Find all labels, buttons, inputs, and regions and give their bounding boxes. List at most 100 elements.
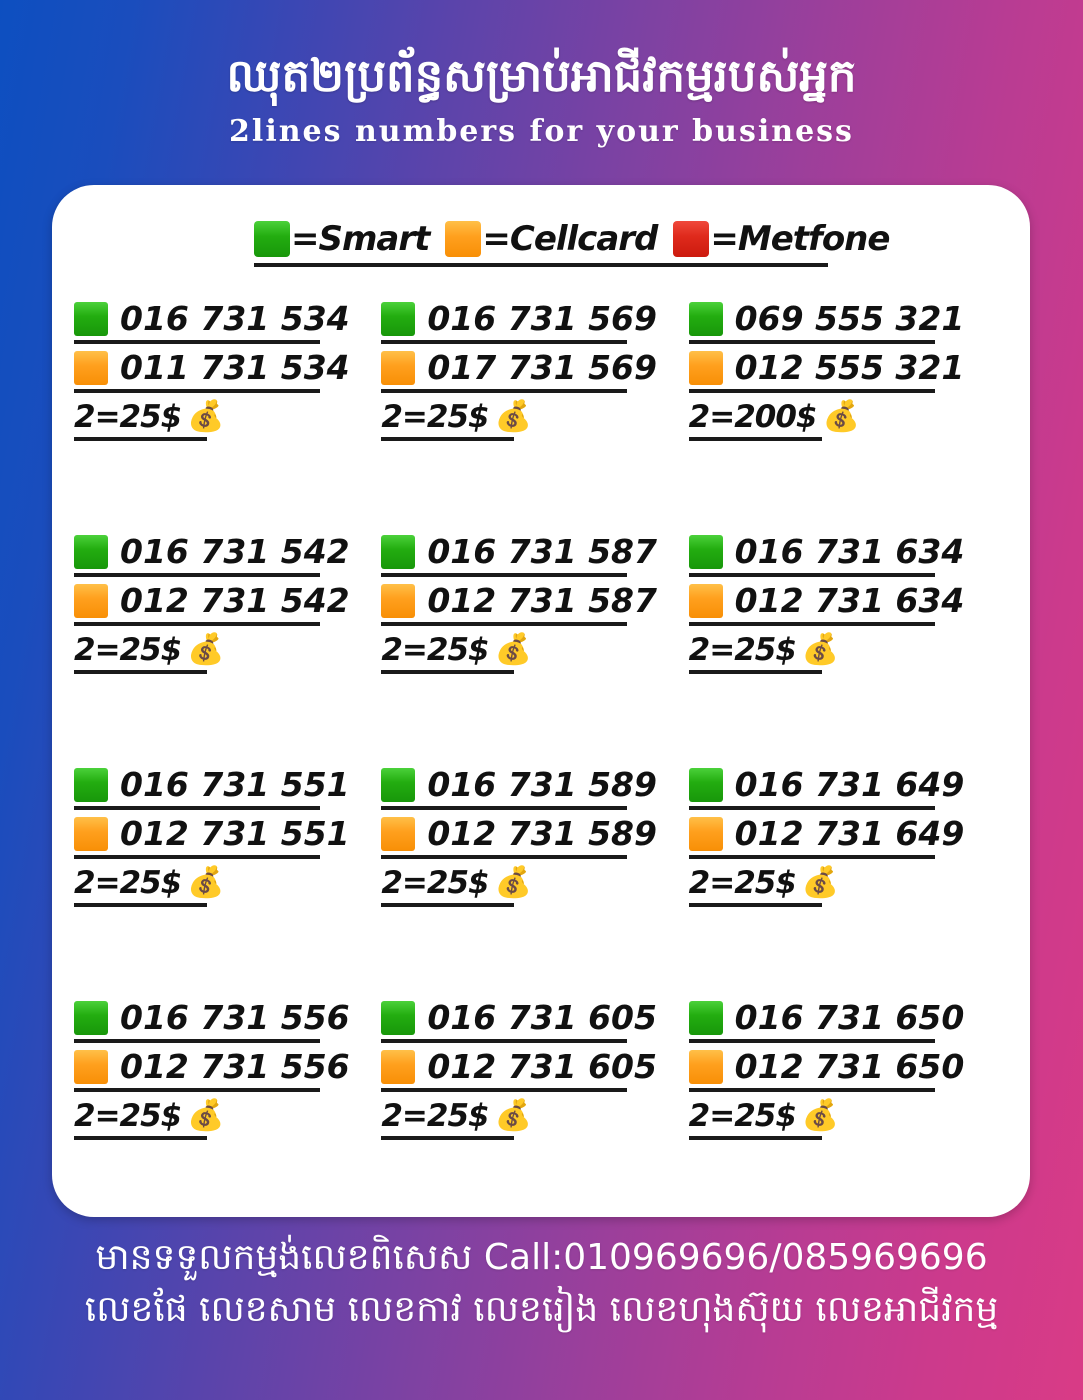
- cellcard-number-row[interactable]: 012 731 649: [688, 814, 964, 859]
- smart-number: 016 731 587: [427, 532, 657, 571]
- smart-number-row[interactable]: 016 731 589: [381, 765, 657, 810]
- money-bag-icon: 💰: [187, 865, 225, 900]
- green-swatch-icon: [381, 1000, 416, 1035]
- offer-cell[interactable]: 016 731 542 012 731 542 2=25$ 💰: [74, 514, 381, 747]
- price-row: 2=25$ 💰: [74, 1098, 225, 1140]
- money-bag-icon: 💰: [494, 632, 532, 667]
- price-label: 2=25$: [688, 1098, 797, 1134]
- smart-number: 016 731 534: [120, 299, 350, 338]
- cellcard-number: 012 731 634: [734, 581, 965, 620]
- offer-cell[interactable]: 016 731 534 011 731 534 2=25$ 💰: [74, 281, 381, 514]
- price-label: 2=25$: [74, 1098, 182, 1134]
- green-swatch-icon: [74, 767, 108, 802]
- orange-swatch-icon: [381, 816, 416, 851]
- cellcard-number: 011 731 534: [120, 348, 350, 387]
- cellcard-number-row[interactable]: 012 731 589: [381, 814, 657, 859]
- price-label: 2=25$: [74, 865, 182, 901]
- price-row: 2=25$ 💰: [74, 865, 225, 907]
- smart-number-row[interactable]: 016 731 542: [74, 532, 350, 577]
- cellcard-number-row[interactable]: 012 731 650: [688, 1047, 964, 1092]
- cellcard-number: 012 731 542: [120, 581, 350, 620]
- legend-label-cellcard: =Cellcard: [482, 219, 658, 259]
- offer-cell[interactable]: 016 731 589 012 731 589 2=25$ 💰: [381, 747, 688, 980]
- smart-number: 016 731 589: [427, 765, 657, 804]
- cellcard-number-row[interactable]: 012 731 551: [74, 814, 350, 859]
- money-bag-icon: 💰: [494, 399, 532, 434]
- cellcard-number-row[interactable]: 012 731 605: [381, 1047, 657, 1092]
- cellcard-number-row[interactable]: 012 555 321: [688, 348, 964, 393]
- cellcard-number: 017 731 569: [427, 348, 657, 387]
- smart-number-row[interactable]: 016 731 587: [381, 532, 657, 577]
- money-bag-icon: 💰: [801, 865, 840, 900]
- offer-cell[interactable]: 016 731 556 012 731 556 2=25$ 💰: [74, 980, 381, 1213]
- green-swatch-icon: [688, 767, 723, 802]
- page-footer: មានទទួលកម្មង់លេខពិសេស Call:010969696/085…: [0, 1232, 1083, 1336]
- smart-number-row[interactable]: 016 731 650: [688, 998, 964, 1043]
- cellcard-number: 012 731 589: [427, 814, 657, 853]
- price-label: 2=25$: [381, 1098, 489, 1134]
- smart-number: 016 731 605: [427, 998, 657, 1037]
- footer-categories-line: លេខផែ លេខសាម លេខកាវ លេខរៀង លេខហុងស៊ុយ លេ…: [84, 1289, 999, 1331]
- smart-number: 016 731 556: [120, 998, 350, 1037]
- cellcard-number-row[interactable]: 012 731 542: [74, 581, 350, 626]
- orange-swatch-icon: [445, 221, 482, 257]
- price-row: 2=25$ 💰: [74, 399, 225, 441]
- cellcard-number: 012 731 587: [427, 581, 657, 620]
- orange-swatch-icon: [74, 816, 108, 851]
- price-row: 2=25$ 💰: [381, 632, 532, 674]
- money-bag-icon: 💰: [801, 632, 840, 667]
- offer-cell[interactable]: 016 731 649 012 731 649 2=25$ 💰: [688, 747, 996, 980]
- offer-cell[interactable]: 069 555 321 012 555 321 2=200$ 💰: [688, 281, 996, 514]
- money-bag-icon: 💰: [187, 1098, 225, 1133]
- smart-number-row[interactable]: 016 731 534: [74, 299, 350, 344]
- green-swatch-icon: [381, 767, 416, 802]
- price-label: 2=25$: [381, 632, 489, 668]
- legend-item-cellcard: =Cellcard: [445, 219, 658, 259]
- footer-contact-line: មានទទួលកម្មង់លេខពិសេស Call:010969696/085…: [95, 1237, 988, 1278]
- offers-card: =Smart =Cellcard =Metfone 016 731 534 011…: [52, 185, 1030, 1217]
- price-row: 2=25$ 💰: [688, 1098, 839, 1140]
- smart-number-row[interactable]: 016 731 649: [688, 765, 964, 810]
- green-swatch-icon: [688, 1000, 723, 1035]
- green-swatch-icon: [74, 534, 108, 569]
- price-row: 2=25$ 💰: [688, 632, 839, 674]
- orange-swatch-icon: [688, 1049, 723, 1084]
- orange-swatch-icon: [74, 583, 108, 618]
- smart-number-row[interactable]: 016 731 551: [74, 765, 350, 810]
- offer-cell[interactable]: 016 731 569 017 731 569 2=25$ 💰: [381, 281, 688, 514]
- orange-swatch-icon: [74, 1049, 108, 1084]
- offer-cell[interactable]: 016 731 605 012 731 605 2=25$ 💰: [381, 980, 688, 1213]
- price-row: 2=25$ 💰: [74, 632, 225, 674]
- orange-swatch-icon: [688, 350, 723, 385]
- smart-number-row[interactable]: 069 555 321: [688, 299, 964, 344]
- offer-cell[interactable]: 016 731 634 012 731 634 2=25$ 💰: [688, 514, 996, 747]
- green-swatch-icon: [74, 1000, 108, 1035]
- cellcard-number-row[interactable]: 012 731 634: [688, 581, 964, 626]
- smart-number: 069 555 321: [734, 299, 965, 338]
- orange-swatch-icon: [74, 350, 108, 385]
- cellcard-number: 012 555 321: [734, 348, 965, 387]
- offer-cell[interactable]: 016 731 650 012 731 650 2=25$ 💰: [688, 980, 996, 1213]
- price-row: 2=200$ 💰: [688, 399, 860, 441]
- money-bag-icon: 💰: [801, 1098, 840, 1133]
- cellcard-number-row[interactable]: 012 731 556: [74, 1047, 350, 1092]
- offer-cell[interactable]: 016 731 587 012 731 587 2=25$ 💰: [381, 514, 688, 747]
- page-subtitle-english: 2lines numbers for your business: [229, 114, 854, 150]
- offer-cell[interactable]: 016 731 551 012 731 551 2=25$ 💰: [74, 747, 381, 980]
- price-row: 2=25$ 💰: [381, 865, 532, 907]
- cellcard-number-row[interactable]: 011 731 534: [74, 348, 350, 393]
- smart-number-row[interactable]: 016 731 605: [381, 998, 657, 1043]
- orange-swatch-icon: [688, 583, 723, 618]
- smart-number-row[interactable]: 016 731 556: [74, 998, 350, 1043]
- operator-legend: =Smart =Cellcard =Metfone: [254, 219, 890, 267]
- green-swatch-icon: [74, 301, 108, 336]
- money-bag-icon: 💰: [187, 399, 225, 434]
- cellcard-number-row[interactable]: 012 731 587: [381, 581, 657, 626]
- green-swatch-icon: [254, 221, 290, 257]
- smart-number-row[interactable]: 016 731 634: [688, 532, 964, 577]
- price-label: 2=25$: [381, 399, 489, 435]
- green-swatch-icon: [688, 534, 723, 569]
- cellcard-number-row[interactable]: 017 731 569: [381, 348, 657, 393]
- smart-number-row[interactable]: 016 731 569: [381, 299, 657, 344]
- smart-number: 016 731 649: [734, 765, 965, 804]
